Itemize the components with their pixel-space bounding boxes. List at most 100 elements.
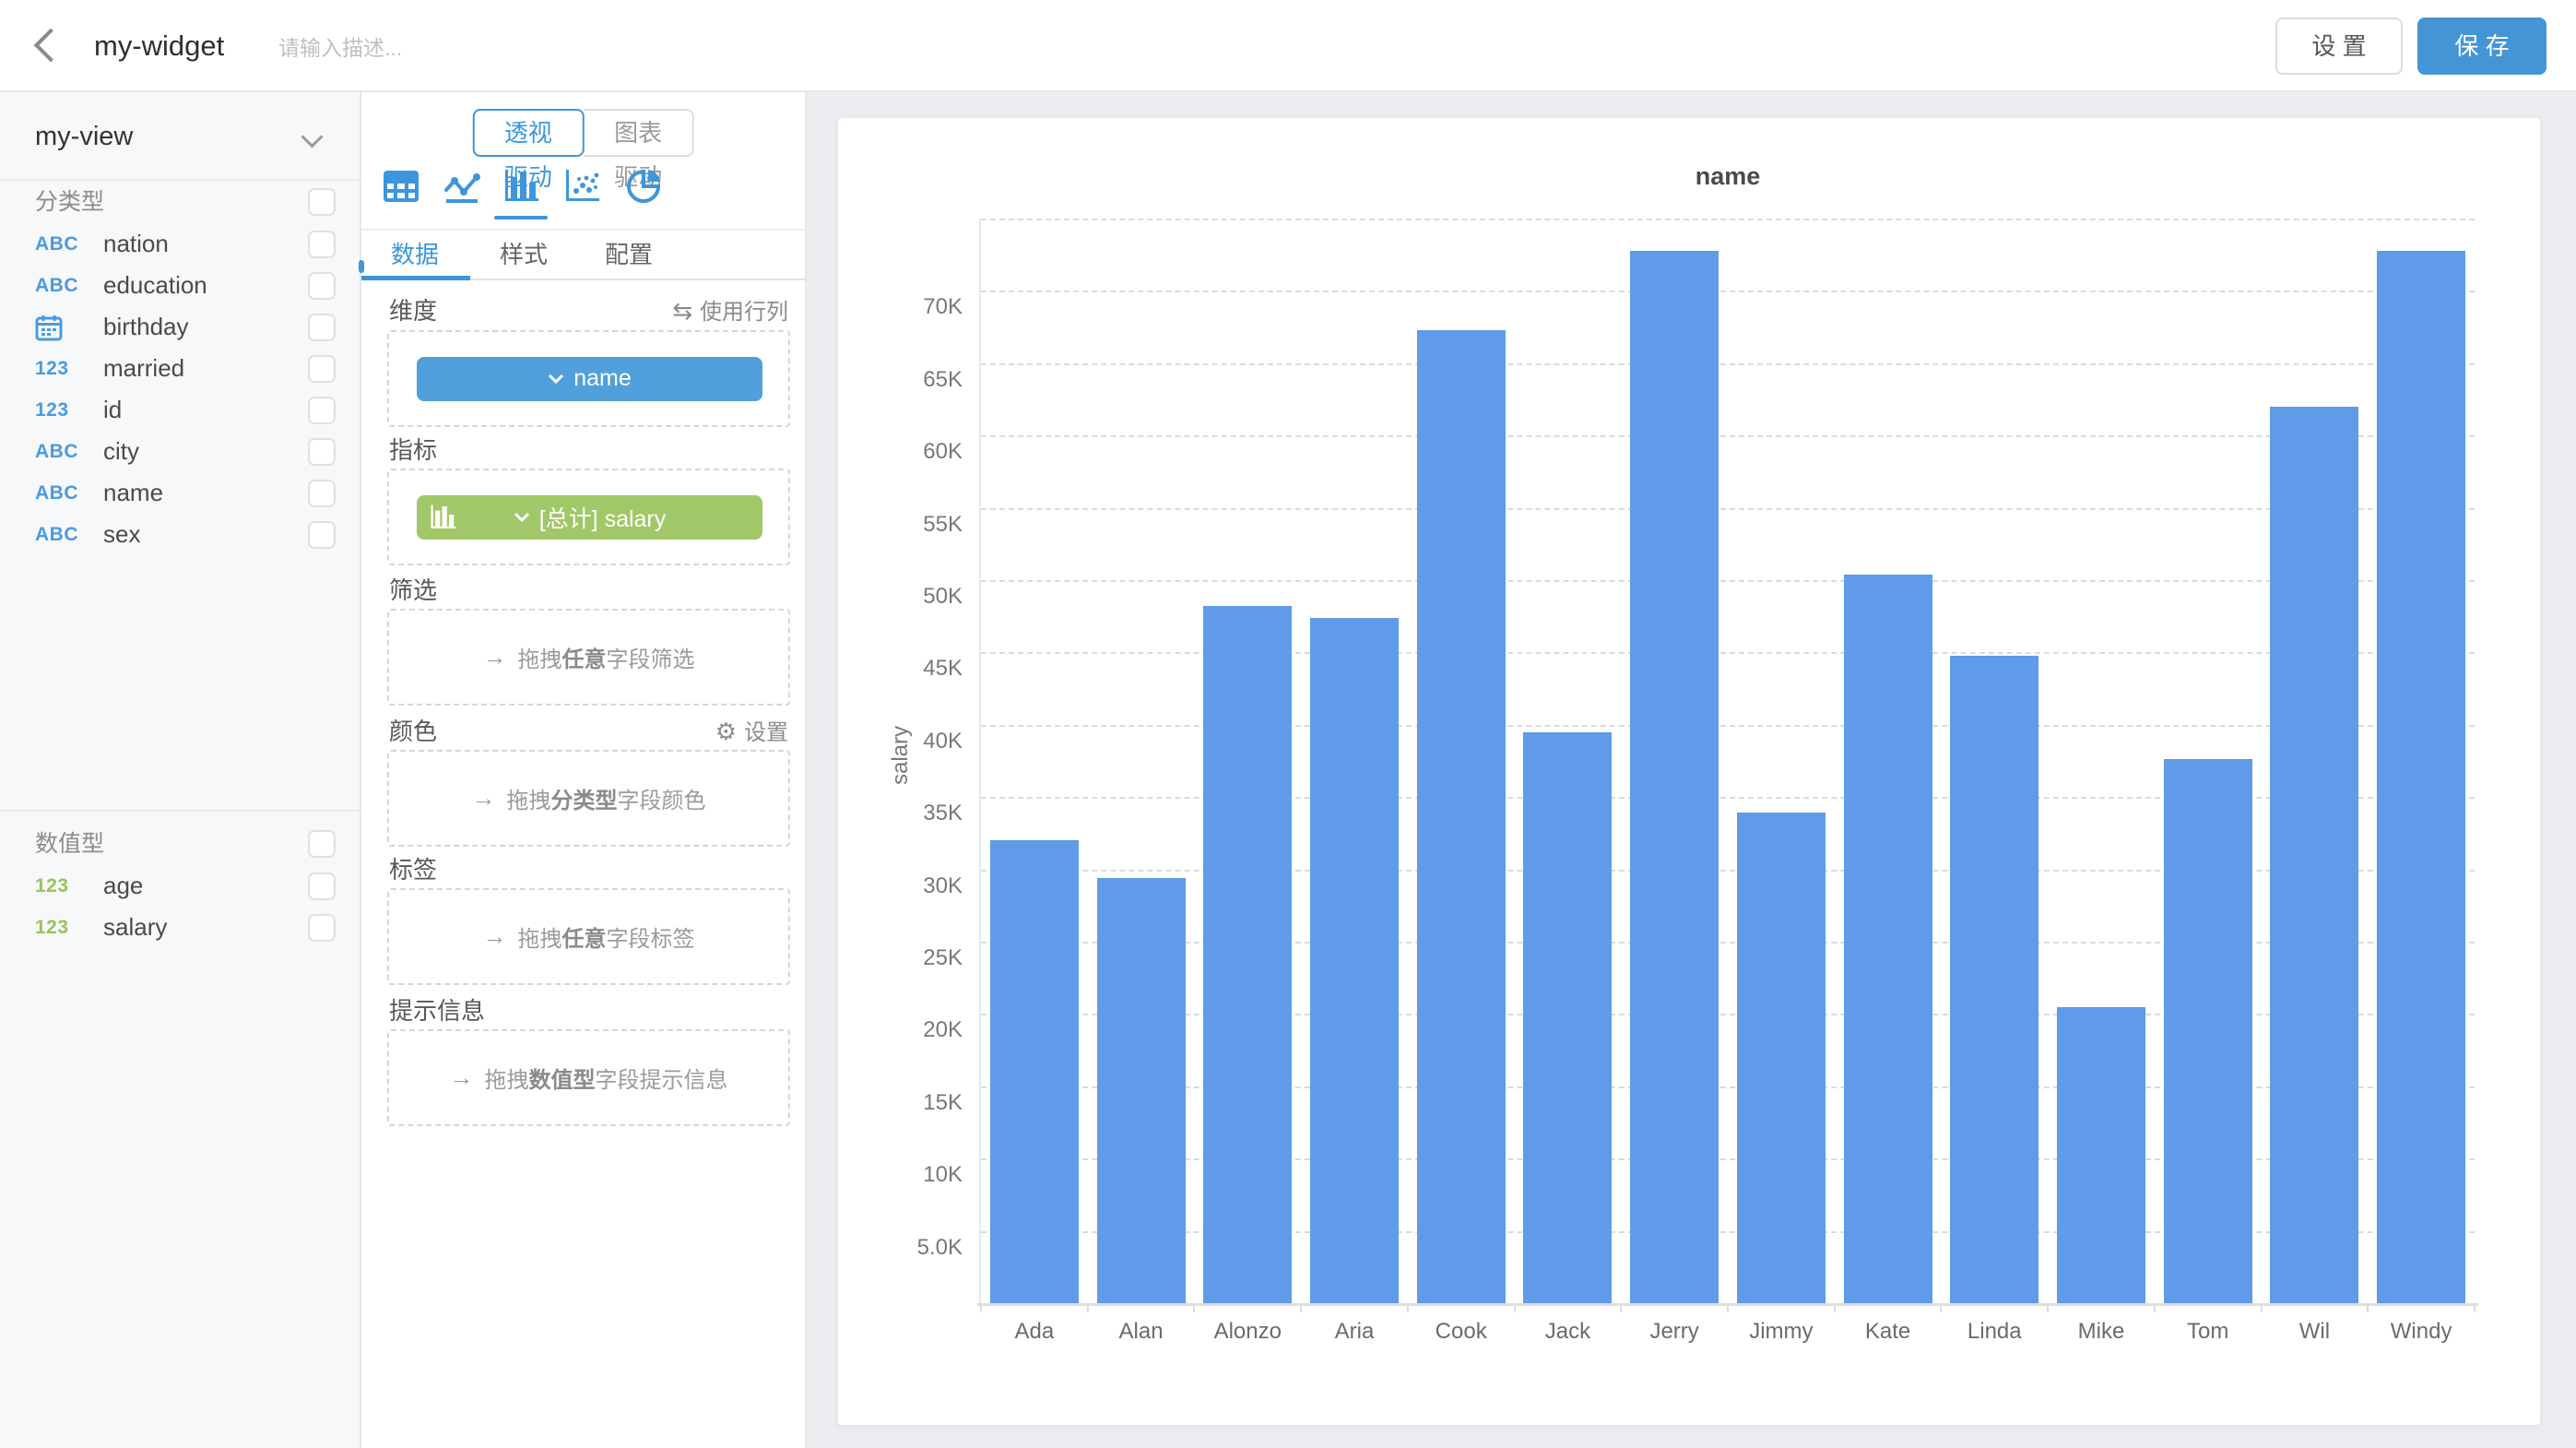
y-tick-label: 50K xyxy=(861,584,963,610)
bar-Alonzo[interactable] xyxy=(1203,606,1292,1303)
numeric-section-header: 数值型 xyxy=(0,823,360,865)
dimension-chip-name[interactable]: name xyxy=(417,357,762,401)
y-tick-label: 30K xyxy=(861,873,963,899)
bar-Aria[interactable] xyxy=(1310,618,1399,1303)
pie-chart-icon[interactable] xyxy=(625,168,662,205)
save-button[interactable]: 保 存 xyxy=(2417,18,2546,75)
field-row-name[interactable]: ABCname xyxy=(0,472,360,514)
bar-Linda[interactable] xyxy=(1950,656,2038,1303)
back-arrow-icon[interactable] xyxy=(26,24,70,68)
bar-Windy[interactable] xyxy=(2377,251,2465,1304)
bar-Ada[interactable] xyxy=(990,840,1079,1303)
dimension-label: 维度 xyxy=(389,297,437,325)
bar-Alan[interactable] xyxy=(1097,878,1186,1303)
driver-chart-button[interactable]: 图表驱动 xyxy=(585,109,694,157)
field-checkbox-id[interactable] xyxy=(308,397,336,424)
field-row-married[interactable]: 123married xyxy=(0,348,360,389)
field-checkbox-sex[interactable] xyxy=(308,521,336,549)
field-row-city[interactable]: ABCcity xyxy=(0,431,360,472)
x-axis-tick xyxy=(2261,1303,2263,1312)
color-dropzone[interactable]: →拖拽分类型字段颜色 xyxy=(387,750,790,847)
active-tab-underline xyxy=(361,276,470,280)
x-tick-label-Aria: Aria xyxy=(1301,1318,1408,1346)
gridline-50000 xyxy=(981,580,2475,582)
dimension-dropzone[interactable]: name xyxy=(387,330,790,427)
arrow-right-icon: → xyxy=(483,922,507,951)
line-chart-icon[interactable] xyxy=(443,168,480,205)
field-row-nation[interactable]: ABCnation xyxy=(0,223,360,265)
arrow-right-icon: → xyxy=(483,643,507,671)
settings-button[interactable]: 设 置 xyxy=(2275,18,2403,75)
tab-data[interactable]: 数据 xyxy=(391,231,439,279)
use-rowcol-action[interactable]: ⇆使用行列 xyxy=(672,297,788,325)
color-label: 颜色 xyxy=(389,718,437,745)
bar-Cook[interactable] xyxy=(1417,330,1506,1303)
metric-dropzone[interactable]: [总计] salary xyxy=(387,469,790,565)
gridline-55000 xyxy=(981,508,2475,510)
top-header: my-widget 请输入描述... 设 置 保 存 xyxy=(0,0,2576,92)
y-axis-line xyxy=(979,219,981,1303)
bar-Jimmy[interactable] xyxy=(1737,813,1826,1303)
bar-Tom[interactable] xyxy=(2164,759,2252,1303)
table-chart-icon[interactable] xyxy=(383,168,419,205)
field-label: sex xyxy=(103,514,140,555)
field-row-id[interactable]: 123id xyxy=(0,389,360,431)
y-tick-label: 55K xyxy=(861,512,963,538)
field-label: nation xyxy=(103,223,169,265)
x-axis-tick xyxy=(2474,1303,2476,1312)
y-tick-label: 45K xyxy=(861,656,963,682)
bar-Wil[interactable] xyxy=(2270,407,2358,1303)
metric-label: 指标 xyxy=(389,436,437,464)
driver-toggle: 透视驱动 图表驱动 xyxy=(472,109,694,157)
bar-Mike[interactable] xyxy=(2057,1007,2145,1303)
view-selector[interactable]: my-view xyxy=(0,92,360,181)
driver-pivot-button[interactable]: 透视驱动 xyxy=(472,109,584,157)
tag-dropzone[interactable]: →拖拽任意字段标签 xyxy=(387,888,790,985)
metric-chip-salary[interactable]: [总计] salary xyxy=(417,495,762,540)
field-label: salary xyxy=(103,907,167,948)
filter-dropzone[interactable]: →拖拽任意字段筛选 xyxy=(387,609,790,706)
field-row-salary[interactable]: 123salary xyxy=(0,907,360,948)
field-row-age[interactable]: 123age xyxy=(0,865,360,907)
field-checkbox-city[interactable] xyxy=(308,438,336,466)
field-checkbox-name[interactable] xyxy=(308,480,336,507)
x-tick-label-Jimmy: Jimmy xyxy=(1728,1318,1835,1346)
field-checkbox-age[interactable] xyxy=(308,872,336,900)
tab-config[interactable]: 配置 xyxy=(605,231,653,279)
x-axis-tick xyxy=(2047,1303,2049,1312)
tag-label: 标签 xyxy=(389,856,437,884)
x-tick-label-Wil: Wil xyxy=(2262,1318,2369,1346)
color-settings-action[interactable]: ⚙设置 xyxy=(715,718,788,745)
description-placeholder[interactable]: 请输入描述... xyxy=(278,0,402,92)
y-tick-label: 25K xyxy=(861,945,963,971)
bar-Jack[interactable] xyxy=(1523,732,1612,1303)
field-row-birthday[interactable]: birthday xyxy=(0,306,360,348)
bar-Kate[interactable] xyxy=(1844,575,1932,1303)
field-checkbox-education[interactable] xyxy=(308,272,336,300)
field-checkbox-birthday[interactable] xyxy=(308,314,336,341)
config-tabs: 数据 样式 配置 xyxy=(361,231,805,279)
field-row-education[interactable]: ABCeducation xyxy=(0,265,360,306)
numeric-section-title: 数值型 xyxy=(35,823,104,865)
categorical-select-all-checkbox[interactable] xyxy=(308,188,336,216)
gridline-60000 xyxy=(981,435,2475,437)
field-checkbox-married[interactable] xyxy=(308,355,336,383)
field-label: name xyxy=(103,472,163,514)
numeric-select-all-checkbox[interactable] xyxy=(308,830,336,858)
x-axis-tick xyxy=(2367,1303,2369,1312)
panel-resize-handle[interactable] xyxy=(359,260,364,273)
field-checkbox-nation[interactable] xyxy=(308,231,336,258)
tooltip-dropzone[interactable]: →拖拽数值型字段提示信息 xyxy=(387,1029,790,1126)
chart-canvas-area: name salary 5.0K10K15K20K25K30K35K40K45K… xyxy=(807,92,2576,1448)
field-checkbox-salary[interactable] xyxy=(308,914,336,942)
tab-style[interactable]: 样式 xyxy=(500,231,548,279)
x-tick-label-Mike: Mike xyxy=(2048,1318,2155,1346)
y-tick-label: 35K xyxy=(861,801,963,826)
gridline-65000 xyxy=(981,363,2475,365)
field-row-sex[interactable]: ABCsex xyxy=(0,514,360,555)
bar-Jerry[interactable] xyxy=(1630,251,1719,1304)
bar-chart-icon[interactable] xyxy=(503,168,540,205)
swap-icon: ⇆ xyxy=(672,297,692,325)
scatter-chart-icon[interactable] xyxy=(564,168,601,205)
bar-chart-mini-icon xyxy=(430,504,457,538)
